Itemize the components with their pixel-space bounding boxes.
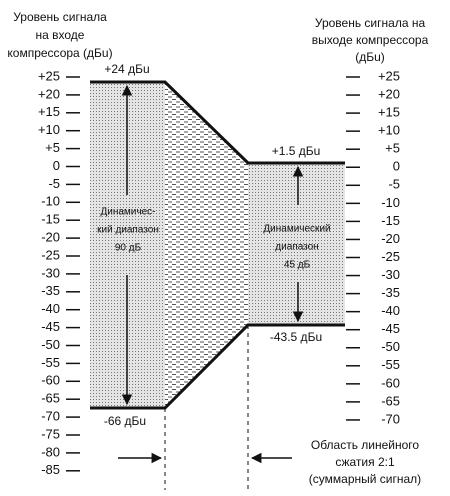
- range-label: кий диапазон: [97, 225, 159, 236]
- blocks: [90, 80, 345, 490]
- scale-label: +5: [385, 141, 400, 156]
- scale-label: +15: [378, 105, 400, 120]
- title-line: Уровень сигнала: [13, 10, 107, 24]
- scale-label: +20: [38, 86, 60, 101]
- note-line: (суммарный сигнал): [309, 472, 421, 486]
- scale-label: -70: [381, 411, 400, 426]
- title-line: (дБu): [355, 50, 385, 64]
- range-label: диапазон: [275, 242, 318, 253]
- scale-label: -65: [41, 391, 60, 406]
- scale-label: -35: [41, 283, 60, 298]
- scale-label: -25: [41, 247, 60, 262]
- level-label: -43.5 дБu: [270, 330, 322, 344]
- scale-label: -10: [381, 195, 400, 210]
- scale-label: -5: [388, 177, 400, 192]
- scale-label: +25: [38, 68, 60, 83]
- scale-label: -60: [381, 375, 400, 390]
- scale-label: -30: [41, 265, 60, 280]
- note-line: Область линейного: [311, 438, 420, 452]
- scale-label: -35: [381, 285, 400, 300]
- max-line: [90, 80, 345, 165]
- scale-label: -20: [381, 231, 400, 246]
- scale-label: -75: [41, 426, 60, 441]
- scale-label: +25: [378, 68, 400, 83]
- scale-label: -50: [41, 337, 60, 352]
- range-label: 45 дБ: [284, 260, 311, 271]
- level-label: +1.5 дБu: [272, 144, 321, 158]
- scale-label: -40: [381, 303, 400, 318]
- scale-label: -65: [381, 393, 400, 408]
- scale-label: 0: [53, 158, 60, 173]
- min-line: [90, 323, 345, 410]
- range-label: Динамичес-: [100, 207, 155, 218]
- scale-label: +20: [378, 86, 400, 101]
- range-label: Динамический: [263, 224, 330, 235]
- note-line: сжатия 2:1: [335, 455, 395, 469]
- scale-label: -55: [381, 357, 400, 372]
- scale-label: -70: [41, 409, 60, 424]
- level-label: -66 дБu: [104, 414, 146, 428]
- scale-label: -45: [381, 321, 400, 336]
- scale-label: +10: [378, 123, 400, 138]
- title-line: Уровень сигнала на: [315, 16, 426, 30]
- scale-label: -15: [381, 213, 400, 228]
- scale-label: -45: [41, 319, 60, 334]
- title-line: выходе компрессора: [312, 33, 429, 47]
- title-line: компрессора (дБu): [7, 46, 112, 60]
- scale-label: +5: [45, 140, 60, 155]
- scale-label: +10: [38, 122, 60, 137]
- scale-label: -15: [41, 212, 60, 227]
- scale-label: -55: [41, 355, 60, 370]
- compression-region: [165, 82, 248, 408]
- scale-label: -40: [41, 301, 60, 316]
- scale-label: +15: [38, 104, 60, 119]
- scale-label: -10: [41, 194, 60, 209]
- output-block: [248, 163, 345, 325]
- level-label: +24 дБu: [104, 62, 149, 76]
- scale-label: -80: [41, 444, 60, 459]
- range-label: 90 дБ: [115, 243, 142, 254]
- scale-label: -60: [41, 373, 60, 388]
- scale-label: -50: [381, 339, 400, 354]
- scale-label: -30: [381, 267, 400, 282]
- title-line: на входе: [36, 28, 85, 42]
- scale-label: -5: [48, 176, 60, 191]
- scale-label: -85: [41, 462, 60, 477]
- scale-label: -20: [41, 230, 60, 245]
- scale-label: 0: [393, 159, 400, 174]
- scale-label: -25: [381, 249, 400, 264]
